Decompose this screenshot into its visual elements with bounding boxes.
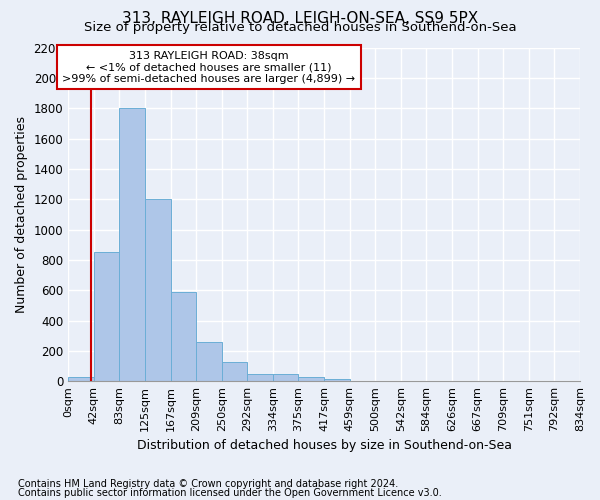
Bar <box>119 108 145 381</box>
Text: 313 RAYLEIGH ROAD: 38sqm
← <1% of detached houses are smaller (11)
>99% of semi-: 313 RAYLEIGH ROAD: 38sqm ← <1% of detach… <box>62 50 355 84</box>
Bar <box>222 362 247 381</box>
Bar <box>68 378 94 381</box>
Bar <box>247 374 273 381</box>
Text: Contains HM Land Registry data © Crown copyright and database right 2024.: Contains HM Land Registry data © Crown c… <box>18 479 398 489</box>
Bar <box>170 292 196 381</box>
Bar <box>94 252 119 381</box>
Text: Size of property relative to detached houses in Southend-on-Sea: Size of property relative to detached ho… <box>83 22 517 35</box>
Bar <box>298 376 324 381</box>
Text: 313, RAYLEIGH ROAD, LEIGH-ON-SEA, SS9 5PX: 313, RAYLEIGH ROAD, LEIGH-ON-SEA, SS9 5P… <box>122 11 478 26</box>
Y-axis label: Number of detached properties: Number of detached properties <box>15 116 28 313</box>
Bar <box>273 374 298 381</box>
Bar <box>196 342 222 381</box>
Bar <box>145 199 170 381</box>
Text: Contains public sector information licensed under the Open Government Licence v3: Contains public sector information licen… <box>18 488 442 498</box>
X-axis label: Distribution of detached houses by size in Southend-on-Sea: Distribution of detached houses by size … <box>137 440 512 452</box>
Bar <box>324 379 350 381</box>
